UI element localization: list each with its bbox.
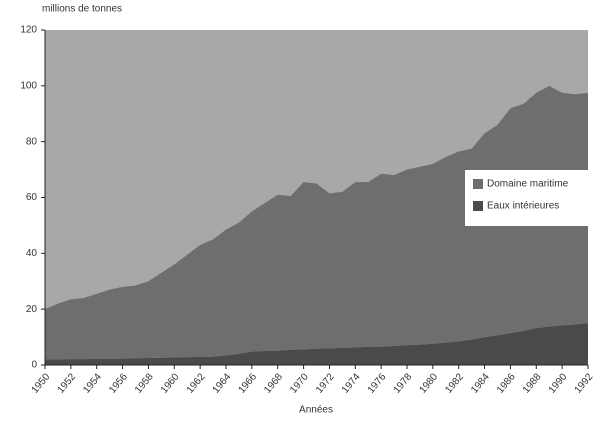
y-tick-label: 80: [26, 136, 38, 147]
x-tick-label: 1950: [30, 371, 53, 395]
x-tick-label: 1978: [392, 371, 415, 395]
x-tick-label: 1964: [211, 371, 234, 395]
x-tick-label: 1958: [133, 371, 156, 395]
x-tick-label: 1960: [159, 371, 182, 395]
legend-label: Eaux intérieures: [487, 201, 559, 212]
x-tick-label: 1972: [314, 371, 337, 395]
x-tick-label: 1970: [288, 371, 311, 395]
x-tick-label: 1990: [547, 371, 570, 395]
x-tick-label: 1980: [417, 371, 440, 395]
x-tick-label: 1986: [495, 371, 518, 395]
x-tick-label: 1956: [107, 371, 130, 395]
x-axis-label: Années: [299, 405, 333, 416]
x-tick-label: 1968: [262, 371, 285, 395]
x-tick-label: 1954: [81, 371, 104, 395]
y-tick-label: 20: [26, 304, 38, 315]
legend-box: [465, 170, 588, 226]
y-tick-label: 120: [20, 25, 37, 36]
x-tick-label: 1974: [340, 371, 363, 395]
x-tick-label: 1992: [573, 371, 596, 395]
x-tick-label: 1966: [236, 371, 259, 395]
y-tick-label: 100: [20, 80, 37, 91]
legend-label: Domaine maritime: [487, 179, 569, 190]
y-tick-label: 0: [31, 360, 37, 371]
x-tick-label: 1988: [521, 371, 544, 395]
area: [45, 323, 588, 365]
legend-swatch: [473, 179, 483, 189]
y-tick-label: 60: [26, 192, 38, 203]
x-tick-label: 1982: [443, 371, 466, 395]
y-axis-label: millions de tonnes: [42, 4, 122, 15]
x-tick-label: 1962: [185, 371, 208, 395]
x-tick-label: 1952: [55, 371, 78, 395]
area: [45, 85, 588, 360]
legend-swatch: [473, 201, 483, 211]
x-tick-label: 1976: [366, 371, 389, 395]
x-tick-label: 1984: [469, 371, 492, 395]
y-tick-label: 40: [26, 248, 38, 259]
